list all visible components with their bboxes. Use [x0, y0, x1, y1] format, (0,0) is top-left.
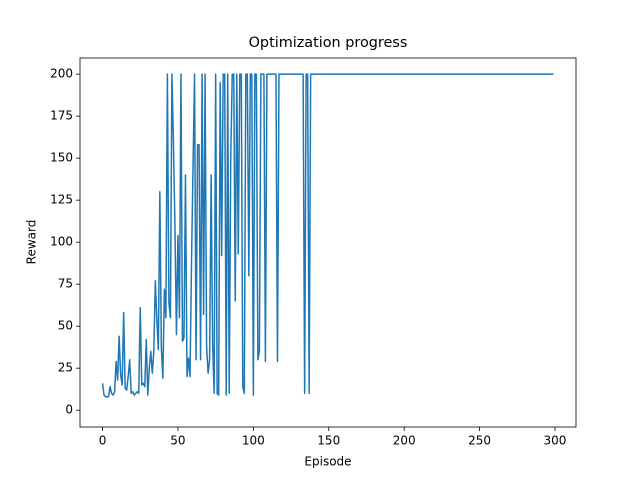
- x-axis-label: Episode: [304, 455, 351, 469]
- x-tick-label: 100: [242, 434, 265, 448]
- y-tick-label: 150: [50, 151, 73, 165]
- y-tick-label: 100: [50, 235, 73, 249]
- y-tick-label: 25: [58, 361, 73, 375]
- plot-frame: [79, 57, 577, 428]
- x-tick-label: 0: [99, 434, 107, 448]
- x-tick-label: 150: [317, 434, 340, 448]
- data-line: [101, 73, 554, 398]
- y-tick-label: 125: [50, 193, 73, 207]
- y-axis-label: Reward: [25, 220, 39, 265]
- y-tick-label: 200: [50, 67, 73, 81]
- y-tick-label: 175: [50, 109, 73, 123]
- x-tick-label: 50: [170, 434, 185, 448]
- x-tick-label: 250: [468, 434, 491, 448]
- y-tick-label: 50: [58, 319, 73, 333]
- chart-title: Optimization progress: [249, 35, 408, 51]
- x-tick-label: 200: [393, 434, 416, 448]
- y-tick-label: 0: [65, 403, 73, 417]
- y-tick-label: 75: [58, 277, 73, 291]
- x-tick-label: 300: [544, 434, 567, 448]
